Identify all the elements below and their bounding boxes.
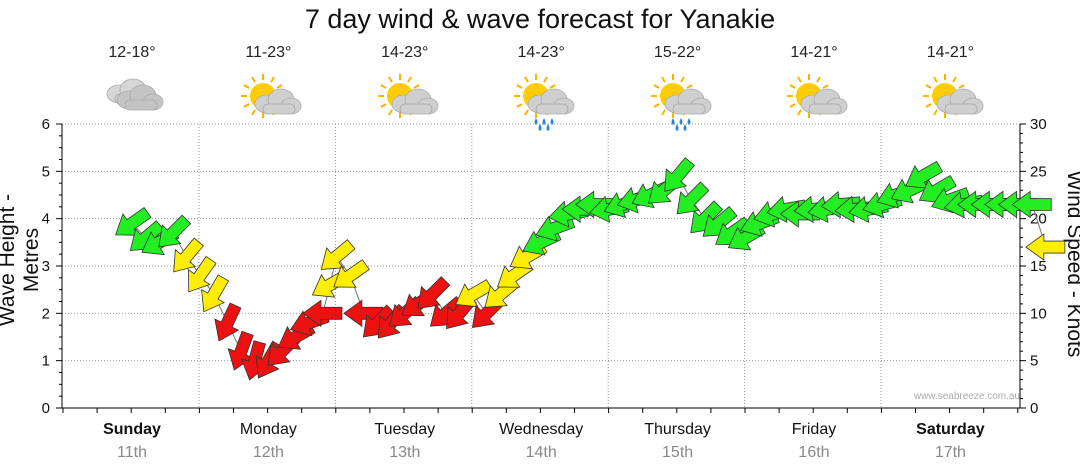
y-right-tick-label: 0 xyxy=(1030,400,1038,417)
y-right-tick-label: 5 xyxy=(1030,353,1038,370)
partly-cloudy-icon xyxy=(233,70,303,128)
day-temperature: 14-23° xyxy=(517,44,565,61)
date-label: 14th xyxy=(525,444,557,461)
y-right-tick-label: 10 xyxy=(1030,305,1047,322)
cloudy-icon xyxy=(97,70,167,128)
credit-text: www.seabreeze.com.au xyxy=(913,391,1020,402)
wind-arrow xyxy=(455,279,494,308)
day-temperature: 12-18° xyxy=(108,44,156,61)
day-label: Saturday xyxy=(916,421,985,438)
y-left-tick-label: 2 xyxy=(42,305,50,322)
wind-arrow xyxy=(1011,190,1052,219)
day-temperature: 11-23° xyxy=(245,44,292,61)
day-temperature: 14-21° xyxy=(926,44,975,61)
y-left-tick-label: 6 xyxy=(42,116,50,133)
day-label: Wednesday xyxy=(499,421,584,438)
day-temperature: 15-22° xyxy=(653,44,702,61)
date-label: 13th xyxy=(389,444,421,461)
partly-cloudy-icon xyxy=(370,70,440,128)
day-label: Thursday xyxy=(644,421,711,438)
wind-arrow xyxy=(333,259,370,288)
wind-arrow xyxy=(417,276,451,310)
wind-arrow xyxy=(302,299,343,328)
wind-arrow xyxy=(320,239,356,270)
wind-arrow xyxy=(158,214,192,248)
y-right-tick-label: 30 xyxy=(1030,116,1047,133)
showers-icon xyxy=(506,70,576,131)
y-left-tick-label: 0 xyxy=(42,400,50,417)
partly-cloudy-icon xyxy=(915,70,985,128)
y-right-tick-label: 25 xyxy=(1030,163,1047,180)
day-label: Sunday xyxy=(103,421,161,438)
date-label: 11th xyxy=(117,444,147,461)
y-right-tick-label: 20 xyxy=(1030,211,1047,228)
y-left-tick-label: 4 xyxy=(42,211,50,228)
y-left-tick-label: 5 xyxy=(42,163,50,180)
day-label: Monday xyxy=(239,421,297,438)
date-label: 16th xyxy=(798,444,830,461)
date-label: 12th xyxy=(252,444,284,461)
day-label: Tuesday xyxy=(374,421,436,438)
wind-arrow xyxy=(187,255,217,293)
wind-arrow xyxy=(1025,233,1066,261)
day-temperature: 14-21° xyxy=(790,44,838,61)
chart-title: 7 day wind & wave forecast for Yanakie xyxy=(304,4,776,34)
showers-icon xyxy=(643,70,713,131)
wind-arrow xyxy=(664,157,695,192)
y-left-tick-label: 3 xyxy=(42,258,50,275)
date-label: 17th xyxy=(934,444,966,461)
wind-arrow xyxy=(201,274,230,313)
day-temperature: 14-23° xyxy=(381,44,429,61)
date-label: 15th xyxy=(662,444,694,461)
y-left-tick-label: 1 xyxy=(42,353,50,370)
day-label: Friday xyxy=(791,421,837,438)
wind-arrow xyxy=(676,181,710,215)
wind-arrow xyxy=(214,302,242,342)
y-right-tick-label: 15 xyxy=(1030,258,1047,275)
partly-cloudy-icon xyxy=(779,70,849,128)
wind-arrow xyxy=(173,237,204,273)
